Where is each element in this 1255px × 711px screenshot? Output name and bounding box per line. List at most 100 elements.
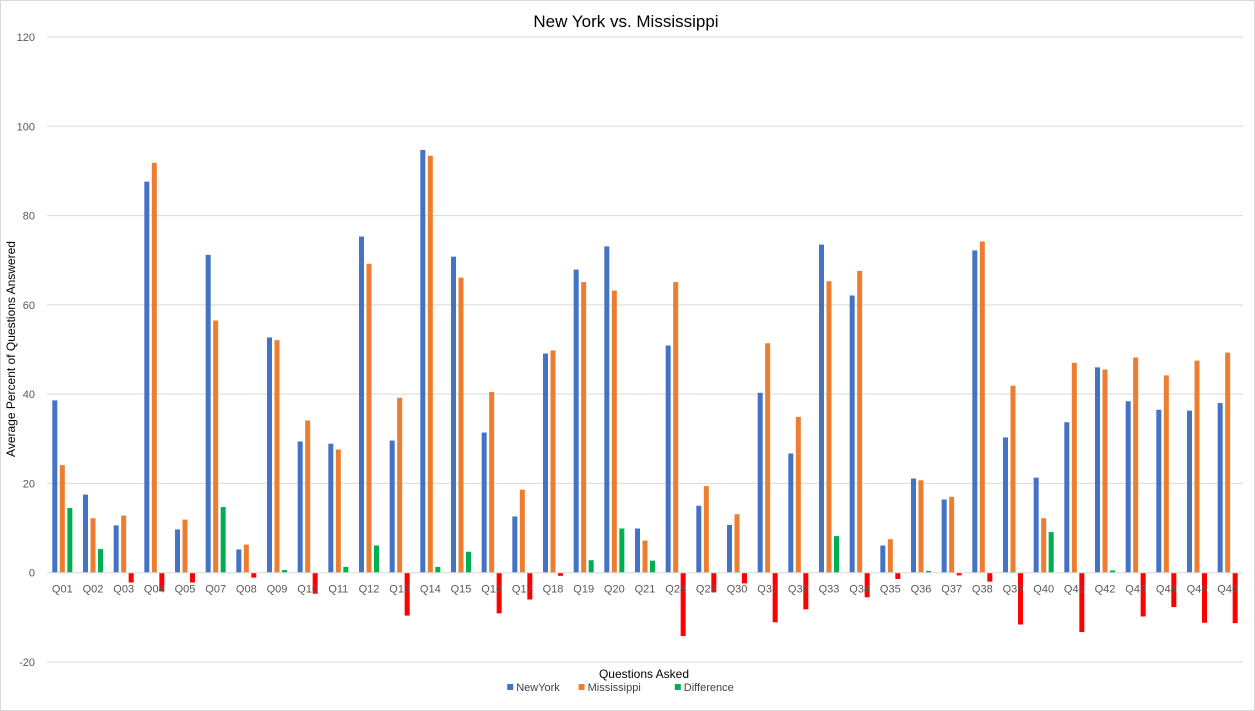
bar-newyork-q39 <box>1003 437 1008 573</box>
bar-newyork-q43 <box>1125 401 1131 573</box>
bar-difference-q13 <box>404 572 410 616</box>
x-tick-label: Q45 <box>1187 584 1208 596</box>
bar-newyork-q31 <box>757 392 763 573</box>
bar-difference-q15 <box>466 551 471 573</box>
bar-mississippi-q15 <box>458 277 464 573</box>
bar-newyork-q13 <box>389 440 395 573</box>
bar-mississippi-q40 <box>1041 518 1047 573</box>
legend-swatch-difference <box>674 684 681 690</box>
bar-newyork-q41 <box>1064 422 1070 573</box>
y-tick-label: 20 <box>23 478 35 490</box>
bar-mississippi-q21 <box>642 540 648 573</box>
bar-mississippi-q09 <box>274 340 280 573</box>
bar-difference-q42 <box>1110 570 1115 573</box>
bar-newyork-q09 <box>267 337 272 573</box>
bar-mississippi-q46 <box>1225 352 1231 573</box>
x-tick-label: Q13 <box>389 584 410 596</box>
bar-difference-q46 <box>1232 572 1238 624</box>
bar-difference-q43 <box>1140 572 1146 617</box>
bar-mississippi-q20 <box>611 290 617 573</box>
x-tick-label: Q21 <box>635 584 656 596</box>
x-tick-label: Q17 <box>512 584 533 596</box>
x-tick-label: Q42 <box>1095 584 1116 596</box>
bar-difference-q39 <box>1018 572 1023 625</box>
legend-swatch-mississippi <box>578 684 585 690</box>
y-tick-label: 60 <box>23 300 35 312</box>
x-tick-label: Q01 <box>52 584 73 596</box>
bar-newyork-q20 <box>604 246 610 573</box>
bar-newyork-q29 <box>696 505 702 573</box>
bar-newyork-q07 <box>205 254 211 573</box>
bar-mississippi-q33 <box>826 281 832 573</box>
x-tick-label: Q10 <box>297 584 318 596</box>
x-tick-label: Q02 <box>83 584 104 596</box>
x-tick-label: Q34 <box>849 584 870 596</box>
legend: NewYork Mississippi Difference <box>507 682 734 694</box>
bar-mississippi-q44 <box>1163 375 1169 573</box>
x-axis-title: Questions Asked <box>599 667 689 681</box>
x-tick-label: Q43 <box>1125 584 1146 596</box>
bar-newyork-q10 <box>297 441 303 573</box>
legend-label-mississippi: Mississippi <box>588 682 641 694</box>
bar-difference-q30 <box>742 572 747 584</box>
bar-newyork-q34 <box>849 295 855 573</box>
x-tick-label: Q40 <box>1033 584 1054 596</box>
x-tick-label: Q41 <box>1064 584 1085 596</box>
bar-newyork-q15 <box>451 256 456 573</box>
bar-mississippi-q10 <box>305 420 311 573</box>
x-tick-label: Q36 <box>911 584 932 596</box>
x-tick-label: Q44 <box>1156 584 1177 596</box>
bar-mississippi-q34 <box>857 270 863 573</box>
bar-newyork-q21 <box>635 528 640 573</box>
x-tick-label: Q07 <box>205 584 226 596</box>
bar-difference-q09 <box>282 570 287 573</box>
x-tick-label: Q15 <box>451 584 472 596</box>
bar-newyork-q37 <box>941 499 947 573</box>
bar-mississippi-q38 <box>979 241 985 573</box>
bar-difference-q03 <box>128 572 134 583</box>
y-tick-label: 0 <box>29 568 35 580</box>
x-tick-label: Q29 <box>696 584 717 596</box>
bar-mississippi-q45 <box>1194 360 1200 573</box>
bar-newyork-q42 <box>1095 367 1100 573</box>
bar-difference-q34 <box>864 572 870 598</box>
bar-mississippi-q37 <box>949 496 955 573</box>
bar-mississippi-q01 <box>59 465 65 573</box>
bar-difference-q04 <box>159 572 165 592</box>
bar-difference-q35 <box>895 572 901 579</box>
bar-newyork-q32 <box>788 453 794 573</box>
bar-mississippi-q07 <box>213 320 219 573</box>
gridlines <box>47 36 1243 663</box>
y-tick-label: -20 <box>19 657 35 669</box>
legend-label-difference: Difference <box>684 682 734 694</box>
bar-newyork-q05 <box>175 529 180 573</box>
x-tick-label: Q35 <box>880 584 901 596</box>
bar-difference-q21 <box>650 560 655 573</box>
bar-newyork-q40 <box>1033 477 1039 573</box>
x-tick-label: Q03 <box>113 584 134 596</box>
x-tick-label: Q33 <box>819 584 840 596</box>
bar-mississippi-q36 <box>918 480 924 573</box>
x-tick-label: Q16 <box>481 584 502 596</box>
bar-difference-q33 <box>834 536 839 573</box>
bar-newyork-q08 <box>236 549 242 573</box>
bars <box>52 149 1238 637</box>
bar-difference-q32 <box>803 572 809 610</box>
bar-mississippi-q17 <box>519 489 525 573</box>
bar-newyork-q35 <box>880 545 886 573</box>
x-tick-label: Q11 <box>328 584 348 596</box>
x-tick-label: Q46 <box>1217 584 1238 596</box>
bar-newyork-q01 <box>52 400 58 573</box>
x-tick-label: Q05 <box>175 584 196 596</box>
bar-difference-q18 <box>558 572 563 576</box>
bar-newyork-q18 <box>543 353 548 573</box>
chart-title: New York vs. Mississippi <box>533 12 718 31</box>
bar-newyork-q11 <box>328 443 334 573</box>
bar-difference-q05 <box>190 572 195 583</box>
x-tick-label: Q08 <box>236 584 257 596</box>
bar-mississippi-q11 <box>335 449 341 573</box>
y-tick-label: 100 <box>17 121 35 133</box>
bar-difference-q28 <box>680 572 686 637</box>
bar-newyork-q12 <box>359 236 364 573</box>
